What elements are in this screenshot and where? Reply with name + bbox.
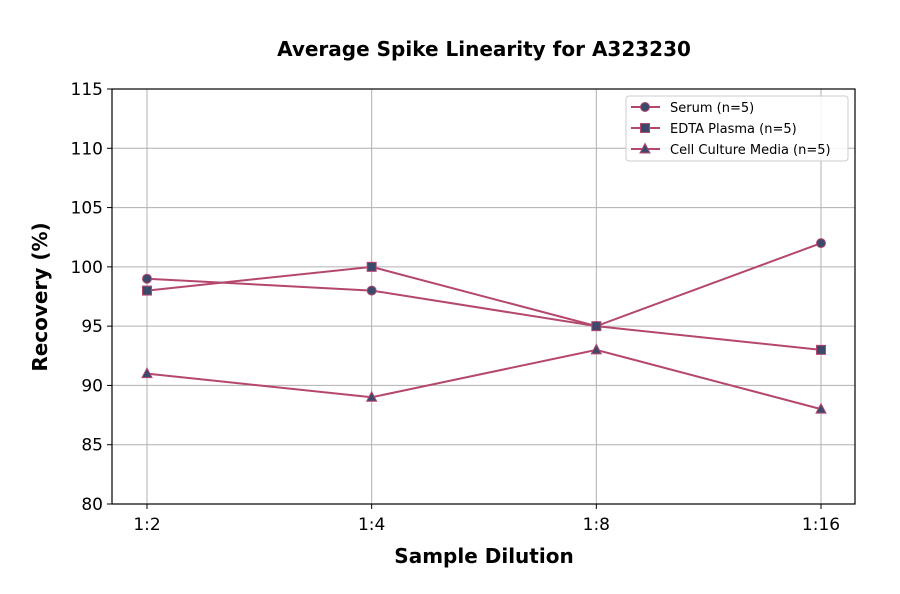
x-tick-label: 1:2 [133,515,160,535]
legend-entry: Serum (n=5) [631,101,754,116]
data-point [816,238,826,249]
legend-entry: EDTA Plasma (n=5) [631,122,797,137]
y-axis-label: Recovery (%) [28,222,52,371]
legend-marker [640,123,650,133]
series-line [146,242,822,328]
legend-label: Cell Culture Media (n=5) [670,143,831,158]
y-tick-label: 95 [81,317,103,337]
y-tick-label: 100 [71,258,103,278]
legend-marker [640,102,650,112]
legend: Serum (n=5) EDTA Plasma (n=5) Cell Culture… [625,95,849,162]
series-line [146,265,822,351]
series-line [146,348,822,411]
data-point [366,285,377,296]
data-point [142,285,152,296]
y-tick-label: 115 [71,80,103,100]
x-tick-label: 1:16 [802,515,840,535]
x-tick-label: 1:8 [583,515,610,535]
y-tick-label: 85 [81,436,103,456]
data-point [590,343,603,355]
y-tick-label: 110 [71,139,103,159]
data-point [816,344,826,355]
y-tick-label: 90 [81,376,103,396]
legend-entry: Cell Culture Media (n=5) [631,142,831,158]
series-1 [142,261,826,355]
legend-label: Serum (n=5) [670,101,754,116]
data-point [141,366,153,379]
series-2 [141,343,827,414]
legend-box [625,95,849,162]
data-point [365,390,378,402]
series-0 [142,238,826,332]
data-point [815,402,827,414]
y-tick-label: 105 [71,199,103,219]
data-point [591,321,602,332]
legend-marker [639,142,651,154]
plot-frame [111,88,856,505]
data-point [366,261,377,272]
x-tick-label: 1:4 [358,515,385,535]
x-axis-label: Sample Dilution [394,544,573,568]
y-tick-label: 80 [81,495,103,515]
data-point [142,273,152,284]
legend-label: EDTA Plasma (n=5) [670,122,797,137]
chart-title: Average Spike Linearity for A323230 [277,37,691,61]
